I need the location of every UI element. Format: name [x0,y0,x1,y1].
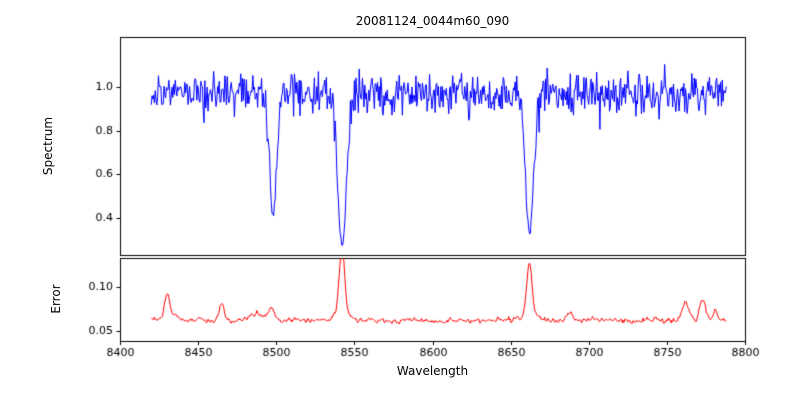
error-axis-label: Error [49,284,63,314]
spectrum-axis-label: Spectrum [41,116,55,176]
wavelength-axis-label: Wavelength [396,364,469,378]
chart-title: 20081124_0044m60_090 [355,14,510,28]
